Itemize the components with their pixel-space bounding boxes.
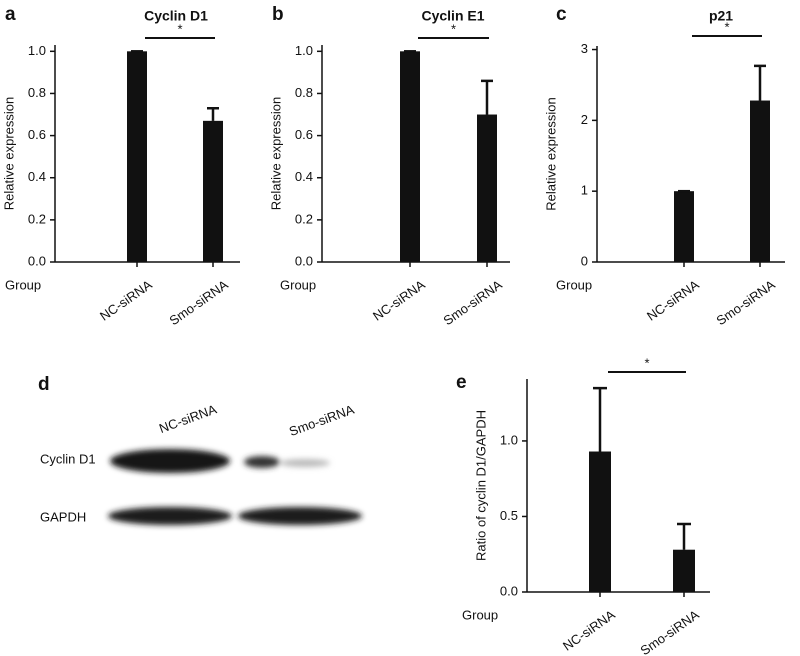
lane-label: NC-siRNA bbox=[157, 401, 219, 436]
row-label: Cyclin D1 bbox=[40, 451, 96, 466]
panel-label: b bbox=[272, 4, 284, 25]
y-tick-label: 1.0 bbox=[28, 43, 46, 58]
x-tick-label: Smo-siRNA bbox=[440, 277, 504, 328]
y-tick-label: 0.2 bbox=[28, 211, 46, 226]
y-tick-label: 1.0 bbox=[295, 43, 313, 58]
y-axis-label: Ratio of cyclin D1/GAPDH bbox=[473, 410, 488, 561]
bar bbox=[674, 191, 694, 262]
y-tick-label: 3 bbox=[581, 41, 588, 56]
y-tick-label: 0.0 bbox=[295, 253, 313, 268]
error-bar bbox=[593, 386, 607, 452]
error-bar bbox=[207, 106, 219, 121]
panel-label: d bbox=[38, 374, 50, 395]
x-tick-label: Smo-siRNA bbox=[713, 277, 777, 328]
y-tick-label: 0.0 bbox=[500, 583, 518, 598]
x-tick-label: NC-siRNA bbox=[560, 607, 618, 654]
y-tick-label: 2 bbox=[581, 112, 588, 127]
y-tick-label: 0.8 bbox=[295, 85, 313, 100]
chart-title: Cyclin E1 bbox=[421, 8, 484, 24]
x-axis-label: Group bbox=[280, 277, 316, 292]
x-tick-label: Smo-siRNA bbox=[637, 607, 701, 656]
y-tick-label: 0.0 bbox=[28, 253, 46, 268]
chart-title: Cyclin D1 bbox=[144, 8, 208, 24]
significance-mark: * bbox=[177, 21, 182, 36]
x-tick-label: NC-siRNA bbox=[370, 277, 428, 324]
y-tick-label: 0.6 bbox=[28, 127, 46, 142]
bar bbox=[203, 120, 223, 262]
bar bbox=[750, 100, 770, 262]
x-tick-label: NC-siRNA bbox=[644, 277, 702, 324]
x-tick-label: NC-siRNA bbox=[97, 277, 155, 324]
y-tick-label: 0.5 bbox=[500, 508, 518, 523]
y-axis-label: Relative expression bbox=[1, 97, 16, 210]
y-tick-label: 0.8 bbox=[28, 85, 46, 100]
bar bbox=[589, 451, 611, 592]
bar bbox=[127, 51, 147, 262]
y-tick-label: 1 bbox=[581, 183, 588, 198]
panel-label: a bbox=[5, 4, 16, 25]
bar bbox=[400, 51, 420, 262]
y-axis-label: Relative expression bbox=[268, 97, 283, 210]
x-axis-label: Group bbox=[462, 607, 498, 622]
bar bbox=[477, 114, 497, 263]
row-label: GAPDH bbox=[40, 509, 86, 524]
y-tick-label: 0.4 bbox=[295, 169, 313, 184]
blot-bands bbox=[108, 449, 362, 525]
error-bar bbox=[481, 79, 493, 115]
significance-mark: * bbox=[644, 355, 649, 370]
y-tick-label: 0.2 bbox=[295, 211, 313, 226]
y-tick-label: 0.4 bbox=[28, 169, 46, 184]
bar bbox=[673, 549, 695, 592]
chart-title: p21 bbox=[709, 8, 733, 24]
y-tick-label: 1.0 bbox=[500, 432, 518, 447]
panel-label: e bbox=[456, 372, 467, 393]
error-bar bbox=[677, 522, 691, 550]
x-axis-label: Group bbox=[556, 277, 592, 292]
x-tick-label: Smo-siRNA bbox=[166, 277, 230, 328]
error-bar bbox=[754, 64, 766, 101]
significance-mark: * bbox=[451, 21, 456, 36]
y-tick-label: 0.6 bbox=[295, 127, 313, 142]
lane-label: Smo-siRNA bbox=[287, 402, 356, 439]
significance-mark: * bbox=[724, 19, 729, 34]
panel-label: c bbox=[556, 4, 567, 25]
x-axis-label: Group bbox=[5, 277, 41, 292]
y-axis-label: Relative expression bbox=[543, 97, 558, 210]
y-tick-label: 0 bbox=[581, 253, 588, 268]
